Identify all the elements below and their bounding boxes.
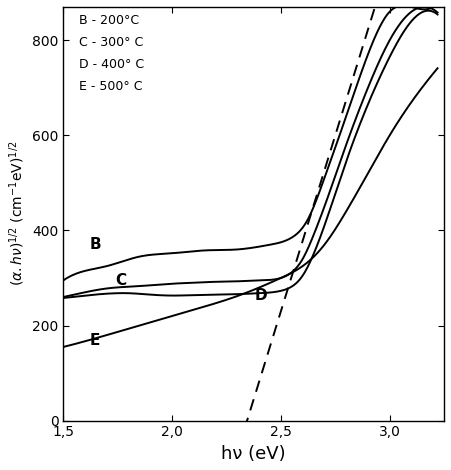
Text: B - 200°C
C - 300° C
D - 400° C
E - 500° C: B - 200°C C - 300° C D - 400° C E - 500°… — [78, 14, 144, 93]
Text: B: B — [89, 237, 101, 252]
X-axis label: hν (eV): hν (eV) — [221, 445, 286, 463]
Text: E: E — [89, 333, 100, 348]
Y-axis label: $(\alpha.h\nu)^{1/2}\ (\mathrm{cm}^{-1}\mathrm{eV})^{1/2}$: $(\alpha.h\nu)^{1/2}\ (\mathrm{cm}^{-1}\… — [7, 141, 27, 286]
Text: C: C — [115, 273, 127, 288]
Text: D: D — [255, 288, 267, 303]
